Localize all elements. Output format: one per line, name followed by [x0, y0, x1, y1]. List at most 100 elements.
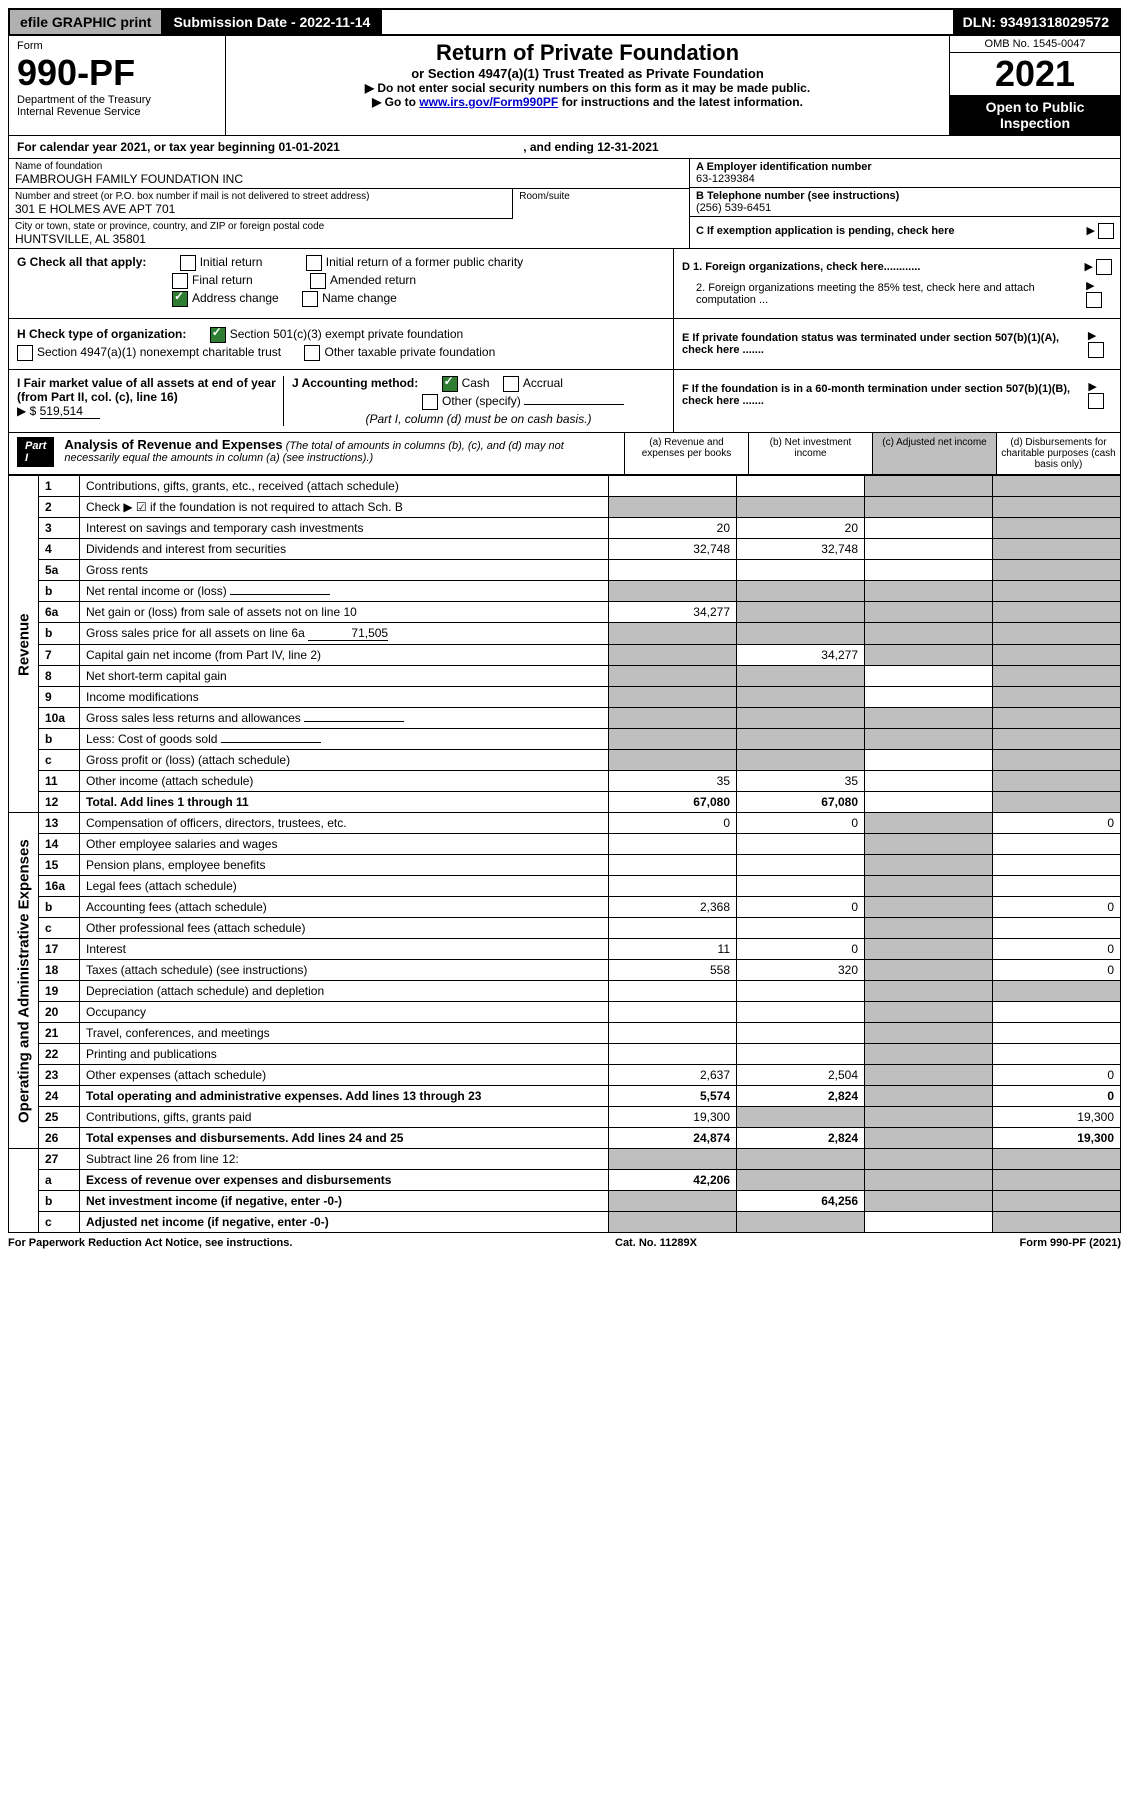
form-title: Return of Private Foundation — [234, 40, 941, 66]
table-row: 27Subtract line 26 from line 12: — [9, 1149, 1121, 1170]
address-change-checkbox[interactable] — [172, 291, 188, 307]
table-row: 12Total. Add lines 1 through 1167,08067,… — [9, 792, 1121, 813]
table-row: 26Total expenses and disbursements. Add … — [9, 1128, 1121, 1149]
table-row: 14Other employee salaries and wages — [9, 834, 1121, 855]
initial-former-checkbox[interactable] — [306, 255, 322, 271]
table-row: 7Capital gain net income (from Part IV, … — [9, 645, 1121, 666]
table-row: 20Occupancy — [9, 1002, 1121, 1023]
table-row: 8Net short-term capital gain — [9, 666, 1121, 687]
irs-link[interactable]: www.irs.gov/Form990PF — [419, 95, 558, 109]
table-row: 19Depreciation (attach schedule) and dep… — [9, 981, 1121, 1002]
form-number: 990-PF — [17, 52, 217, 94]
d2-row: 2. Foreign organizations meeting the 85%… — [682, 279, 1112, 308]
table-row: 17Interest1100 — [9, 939, 1121, 960]
phone-cell: B Telephone number (see instructions) (2… — [690, 188, 1120, 217]
entity-info-grid: Name of foundation FAMBROUGH FAMILY FOUN… — [8, 159, 1121, 249]
final-return-checkbox[interactable] — [172, 273, 188, 289]
instructions-link-line: ▶ Go to www.irs.gov/Form990PF for instru… — [234, 95, 941, 109]
accrual-checkbox[interactable] — [503, 376, 519, 392]
col-a-header: (a) Revenue and expenses per books — [624, 433, 748, 474]
table-row: Revenue1Contributions, gifts, grants, et… — [9, 476, 1121, 497]
table-row: 24Total operating and administrative exp… — [9, 1086, 1121, 1107]
cash-basis-note: (Part I, column (d) must be on cash basi… — [292, 412, 665, 426]
table-row: 2Check ▶ ☑ if the foundation is not requ… — [9, 497, 1121, 518]
i-label: I Fair market value of all assets at end… — [17, 376, 276, 404]
check-section-g: G Check all that apply: Initial return I… — [8, 249, 1121, 319]
other-method-checkbox[interactable] — [422, 394, 438, 410]
cash-checkbox[interactable] — [442, 376, 458, 392]
f-checkbox[interactable] — [1088, 393, 1104, 409]
table-row: 16aLegal fees (attach schedule) — [9, 876, 1121, 897]
d2-checkbox[interactable] — [1086, 292, 1102, 308]
form-id-block: Form 990-PF Department of the Treasury I… — [9, 36, 226, 135]
4947-checkbox[interactable] — [17, 345, 33, 361]
j-label: J Accounting method: — [292, 376, 418, 390]
table-row: cAdjusted net income (if negative, enter… — [9, 1212, 1121, 1233]
table-row: 15Pension plans, employee benefits — [9, 855, 1121, 876]
part1-title: Analysis of Revenue and Expenses — [64, 437, 282, 452]
city-cell: City or town, state or province, country… — [9, 219, 689, 248]
tax-year: 2021 — [950, 53, 1120, 95]
cat-number: Cat. No. 11289X — [615, 1237, 697, 1249]
check-section-h: H Check type of organization: Section 50… — [8, 319, 1121, 370]
fmv-value: 519,514 — [40, 404, 100, 419]
table-row: 18Taxes (attach schedule) (see instructi… — [9, 960, 1121, 981]
foundation-name-cell: Name of foundation FAMBROUGH FAMILY FOUN… — [9, 159, 689, 189]
efile-print-button[interactable]: efile GRAPHIC print — [10, 10, 163, 34]
form-label: Form — [17, 40, 217, 52]
table-row: 21Travel, conferences, and meetings — [9, 1023, 1121, 1044]
dln-number: DLN: 93491318029572 — [953, 10, 1119, 34]
table-row: cOther professional fees (attach schedul… — [9, 918, 1121, 939]
other-taxable-checkbox[interactable] — [304, 345, 320, 361]
e-checkbox[interactable] — [1088, 342, 1104, 358]
table-row: bLess: Cost of goods sold — [9, 729, 1121, 750]
submission-date: Submission Date - 2022-11-14 — [163, 10, 382, 34]
dept-treasury: Department of the Treasury — [17, 94, 217, 106]
year-block: OMB No. 1545-0047 2021 Open to Public In… — [949, 36, 1120, 135]
table-row: aExcess of revenue over expenses and dis… — [9, 1170, 1121, 1191]
address-cell: Number and street (or P.O. box number if… — [9, 189, 512, 219]
table-row: 22Printing and publications — [9, 1044, 1121, 1065]
ein-cell: A Employer identification number 63-1239… — [690, 159, 1120, 188]
amended-return-checkbox[interactable] — [310, 273, 326, 289]
d1-checkbox[interactable] — [1096, 259, 1112, 275]
top-bar: efile GRAPHIC print Submission Date - 20… — [8, 8, 1121, 36]
part1-tag: Part I — [17, 437, 54, 467]
form-title-block: Return of Private Foundation or Section … — [226, 36, 949, 135]
table-row: Operating and Administrative Expenses13C… — [9, 813, 1121, 834]
table-row: 11Other income (attach schedule)3535 — [9, 771, 1121, 792]
calendar-year-row: For calendar year 2021, or tax year begi… — [8, 136, 1121, 159]
table-row: 10aGross sales less returns and allowanc… — [9, 708, 1121, 729]
name-change-checkbox[interactable] — [302, 291, 318, 307]
check-section-ij: I Fair market value of all assets at end… — [8, 370, 1121, 433]
omb-number: OMB No. 1545-0047 — [950, 36, 1120, 53]
table-row: 23Other expenses (attach schedule)2,6372… — [9, 1065, 1121, 1086]
e-row: E If private foundation status was termi… — [682, 329, 1112, 358]
d1-row: D 1. Foreign organizations, check here..… — [682, 259, 1112, 275]
open-public-badge: Open to Public Inspection — [950, 95, 1120, 135]
part1-header-row: Part I Analysis of Revenue and Expenses … — [8, 433, 1121, 475]
table-row: 6aNet gain or (loss) from sale of assets… — [9, 602, 1121, 623]
table-row: bNet rental income or (loss) — [9, 581, 1121, 602]
col-b-header: (b) Net investment income — [748, 433, 872, 474]
table-row: 4Dividends and interest from securities3… — [9, 539, 1121, 560]
table-row: bAccounting fees (attach schedule)2,3680… — [9, 897, 1121, 918]
side-label: Revenue — [9, 476, 39, 813]
table-row: cGross profit or (loss) (attach schedule… — [9, 750, 1121, 771]
501c3-checkbox[interactable] — [210, 327, 226, 343]
revenue-expense-table: Revenue1Contributions, gifts, grants, et… — [8, 475, 1121, 1233]
ssn-warning: ▶ Do not enter social security numbers o… — [234, 81, 941, 95]
initial-return-checkbox[interactable] — [180, 255, 196, 271]
exemption-checkbox[interactable] — [1098, 223, 1114, 239]
exemption-pending-cell: C If exemption application is pending, c… — [690, 217, 1120, 245]
table-row: bGross sales price for all assets on lin… — [9, 623, 1121, 645]
side-label — [9, 1149, 39, 1233]
page-footer: For Paperwork Reduction Act Notice, see … — [8, 1233, 1121, 1253]
form-ref: Form 990-PF (2021) — [1020, 1237, 1121, 1249]
table-row: 5aGross rents — [9, 560, 1121, 581]
room-suite-cell: Room/suite — [512, 189, 689, 219]
h-label: H Check type of organization: — [17, 327, 186, 341]
col-d-header: (d) Disbursements for charitable purpose… — [996, 433, 1120, 474]
table-row: bNet investment income (if negative, ent… — [9, 1191, 1121, 1212]
table-row: 9Income modifications — [9, 687, 1121, 708]
